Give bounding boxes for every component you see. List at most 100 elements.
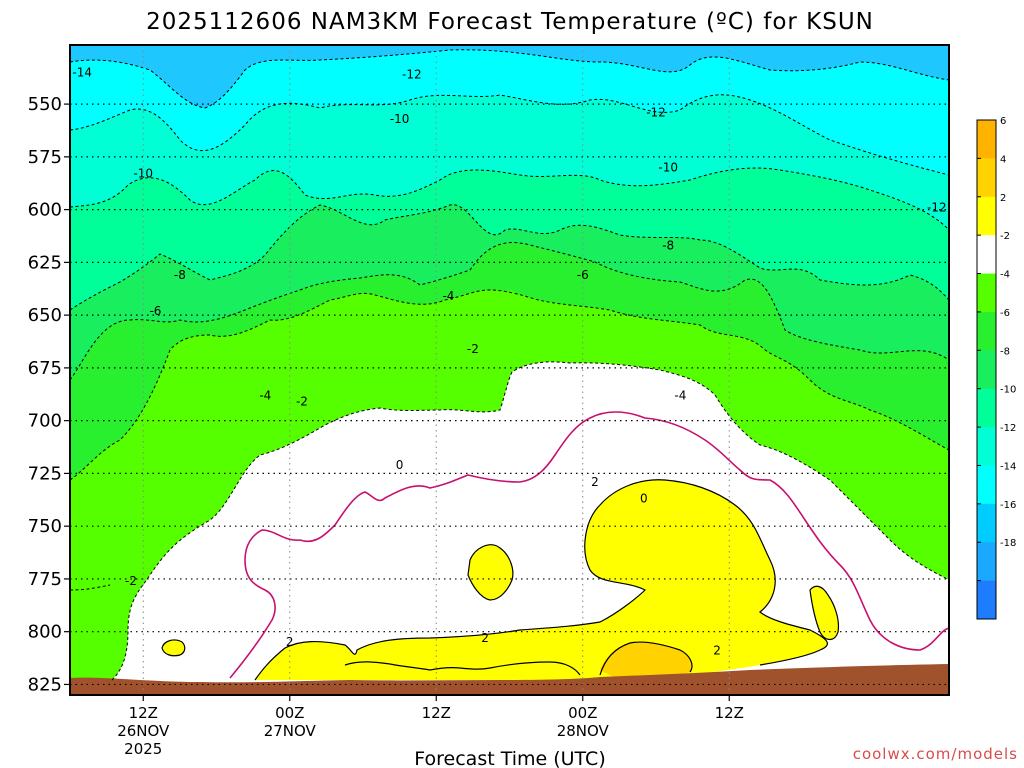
- colorbar-tick-label: -6: [1000, 308, 1010, 319]
- y-tick-label: 625: [28, 252, 62, 273]
- contour-minus-6: [70, 242, 949, 381]
- contour-label: -10: [390, 112, 410, 126]
- contour-label: -8: [174, 268, 186, 282]
- x-tick-label: 00Z: [275, 704, 304, 722]
- colorbar-tick-label: 6: [1000, 116, 1006, 127]
- colorbar-tick-label: 4: [1000, 154, 1006, 165]
- band-plus-2-cell: [468, 544, 513, 600]
- colorbar-segment: [977, 120, 996, 159]
- colorbar-tick-label: -4: [1000, 270, 1010, 281]
- contour-plus-2-cell: [467, 544, 514, 601]
- chart-title: 2025112606 NAM3KM Forecast Temperature (…: [146, 9, 874, 35]
- contour-label: -2: [125, 574, 137, 588]
- contour-label: -12: [402, 68, 422, 82]
- contour-plus-2-cell3: [161, 639, 186, 657]
- band-plus-2-cell3: [162, 640, 185, 656]
- colorbar-segment: [977, 311, 996, 351]
- colorbar-segment: [977, 350, 996, 390]
- band-plus-2-cell2: [810, 586, 839, 640]
- colorbar-tick-label: -14: [1000, 461, 1016, 472]
- grid-lines: [70, 45, 949, 695]
- contour-label: -12: [927, 201, 947, 215]
- credit-text: coolwx.com/models: [853, 745, 1018, 763]
- colorbar-segment: [977, 580, 996, 620]
- contour-label: 2: [713, 644, 721, 658]
- colorbar-tick-label: -16: [1000, 500, 1016, 511]
- contour-label: -8: [662, 238, 674, 252]
- contour-label: -2: [296, 395, 308, 409]
- colorbar-segment: [977, 427, 996, 466]
- contour-labels: -14 -12 -12 -12 -10 -10 -10 -8 -8 -6 -6 -4 -4 -4 -2 -2 -…: [72, 65, 947, 658]
- colorbar-tick-label: -8: [1000, 346, 1010, 357]
- contour-minus-12: [70, 94, 949, 176]
- colorbar-segment: [977, 196, 996, 236]
- colorbar-tick-label: -18: [1000, 538, 1016, 549]
- colorbar-segment: [977, 542, 996, 582]
- contour-minus-10: [70, 167, 949, 231]
- band-plus-2: [255, 479, 828, 680]
- colorbar-segment: [977, 388, 996, 428]
- y-axis: 550 575 600 625 650 675 700 725 750 775 800 825: [28, 94, 70, 695]
- contour-minus-8: [70, 204, 949, 311]
- colorbar-segment: [977, 273, 996, 313]
- contour-minus-2: [111, 361, 949, 681]
- colorbar: 6 4 2 -2 -4 -6 -8 -10 -12 -14 -16 -18: [976, 116, 1016, 620]
- contour-label: -4: [442, 289, 454, 303]
- band-minus-14: [70, 45, 949, 108]
- contour-label: -12: [646, 106, 666, 120]
- y-tick-label: 825: [28, 674, 62, 695]
- x-tick-label: 00Z: [568, 704, 597, 722]
- y-tick-label: 575: [28, 147, 62, 168]
- colorbar-tick-label: -2: [1000, 231, 1010, 242]
- plot-area: -14 -12 -12 -12 -10 -10 -10 -8 -8 -6 -6 -4 -4 -4 -2 -2 -…: [70, 45, 949, 695]
- colorbar-segment: [977, 465, 996, 505]
- contour-plus-2-lower: [344, 661, 581, 676]
- x-tick-label: 26NOV: [117, 722, 170, 740]
- contour-label: -10: [133, 167, 153, 181]
- x-tick-label: 12Z: [422, 704, 451, 722]
- contour-minus-14: [70, 49, 949, 109]
- contour-label: 2: [286, 635, 294, 649]
- y-tick-label: 775: [28, 569, 62, 590]
- colorbar-frame: [976, 119, 997, 620]
- y-tick-label: 650: [28, 305, 62, 326]
- x-tick-label: 27NOV: [264, 722, 317, 740]
- y-tick-label: 675: [28, 358, 62, 379]
- colorbar-tick-label: -12: [1000, 423, 1016, 434]
- colorbar-tick-label: 2: [1000, 193, 1006, 204]
- colorbar-segment: [977, 503, 996, 543]
- contour-label: -10: [658, 160, 678, 174]
- contour-label: 0: [640, 492, 648, 506]
- y-tick-label: 725: [28, 463, 62, 484]
- contour-plus-4: [599, 641, 693, 676]
- x-tick-label: 28NOV: [557, 722, 610, 740]
- contour-label: -6: [149, 304, 161, 318]
- colorbar-segment: [977, 235, 996, 275]
- y-tick-label: 600: [28, 200, 62, 221]
- y-tick-label: 550: [28, 94, 62, 115]
- contour-label: -14: [72, 65, 92, 79]
- ground: [70, 664, 949, 695]
- contour-label: 2: [481, 631, 489, 645]
- band-plus-4: [600, 642, 692, 680]
- x-tick-label: 12Z: [715, 704, 744, 722]
- x-axis-label: Forecast Time (UTC): [414, 748, 605, 768]
- y-tick-label: 800: [28, 622, 62, 643]
- contour-plus-2-cell2: [809, 585, 840, 641]
- y-tick-label: 750: [28, 516, 62, 537]
- colorbar-tick-label: -10: [1000, 385, 1016, 396]
- contour-plus-2: [254, 479, 828, 681]
- plot-frame: [69, 44, 950, 696]
- y-tick-label: 700: [28, 411, 62, 432]
- contour-label: 2: [591, 475, 599, 489]
- x-tick-label: 12Z: [129, 704, 158, 722]
- contour-label: 0: [396, 458, 404, 472]
- contour-label: -4: [259, 388, 271, 402]
- contour-zero: [229, 411, 949, 679]
- contour-minus-4: [70, 289, 949, 481]
- contour-label: -6: [577, 268, 589, 282]
- contour-label: -2: [467, 342, 479, 356]
- x-tick-label: 2025: [124, 740, 162, 758]
